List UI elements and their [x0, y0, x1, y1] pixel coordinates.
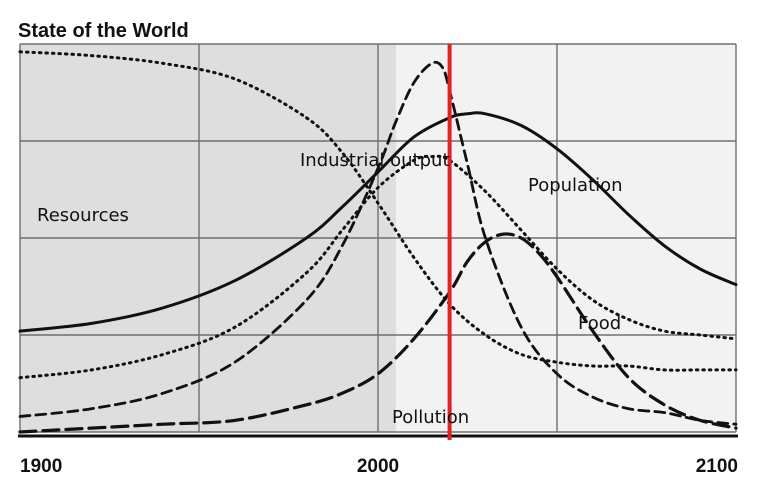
x-tick-label: 2100: [696, 456, 738, 477]
series-lines: [18, 50, 738, 434]
series-line-population: [18, 111, 738, 333]
chart-title: State of the World: [18, 20, 189, 42]
series-line-pollution: [18, 232, 738, 434]
series-line-resources: [18, 50, 738, 372]
label-resources: Resources: [37, 205, 129, 226]
label-industrial-output: Industrial output: [300, 150, 450, 171]
grid-lines: [19, 43, 737, 433]
x-tick-labels: 1900 2000 2100: [20, 456, 738, 477]
label-population: Population: [528, 175, 623, 196]
label-food: Food: [578, 313, 621, 334]
x-tick-label: 2000: [357, 456, 399, 477]
label-pollution: Pollution: [392, 407, 469, 428]
series-line-industrial-output: [18, 60, 738, 426]
series-line-food: [18, 154, 738, 380]
x-tick-label: 1900: [20, 456, 62, 477]
